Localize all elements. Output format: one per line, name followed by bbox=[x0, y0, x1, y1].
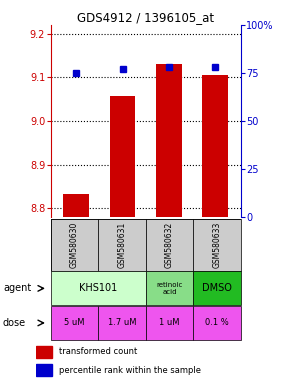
Text: 1.7 uM: 1.7 uM bbox=[108, 318, 136, 328]
Text: 1 uM: 1 uM bbox=[159, 318, 180, 328]
Bar bbox=[98, 306, 146, 340]
Text: 0.1 %: 0.1 % bbox=[205, 318, 229, 328]
Bar bbox=[51, 219, 98, 271]
Text: dose: dose bbox=[3, 318, 26, 328]
Bar bbox=[51, 306, 98, 340]
Title: GDS4912 / 1396105_at: GDS4912 / 1396105_at bbox=[77, 11, 214, 24]
Bar bbox=[193, 271, 241, 305]
Bar bbox=[202, 75, 228, 217]
Text: transformed count: transformed count bbox=[59, 347, 138, 356]
Bar bbox=[146, 219, 193, 271]
Text: GSM580630: GSM580630 bbox=[70, 222, 79, 268]
Bar bbox=[156, 64, 182, 217]
Text: KHS101: KHS101 bbox=[79, 283, 117, 293]
Bar bbox=[36, 346, 52, 358]
Bar bbox=[51, 271, 146, 305]
Text: GSM580632: GSM580632 bbox=[165, 222, 174, 268]
Text: 5 uM: 5 uM bbox=[64, 318, 85, 328]
Text: DMSO: DMSO bbox=[202, 283, 232, 293]
Bar bbox=[146, 306, 193, 340]
Bar bbox=[64, 194, 89, 217]
Text: GSM580633: GSM580633 bbox=[213, 222, 222, 268]
Bar bbox=[193, 219, 241, 271]
Text: percentile rank within the sample: percentile rank within the sample bbox=[59, 366, 202, 375]
Text: retinoic
acid: retinoic acid bbox=[156, 282, 183, 295]
Bar bbox=[146, 271, 193, 305]
Text: GSM580631: GSM580631 bbox=[117, 222, 126, 268]
Bar bbox=[98, 219, 146, 271]
Bar bbox=[110, 96, 135, 217]
Bar bbox=[193, 306, 241, 340]
Bar bbox=[36, 364, 52, 376]
Text: agent: agent bbox=[3, 283, 31, 293]
